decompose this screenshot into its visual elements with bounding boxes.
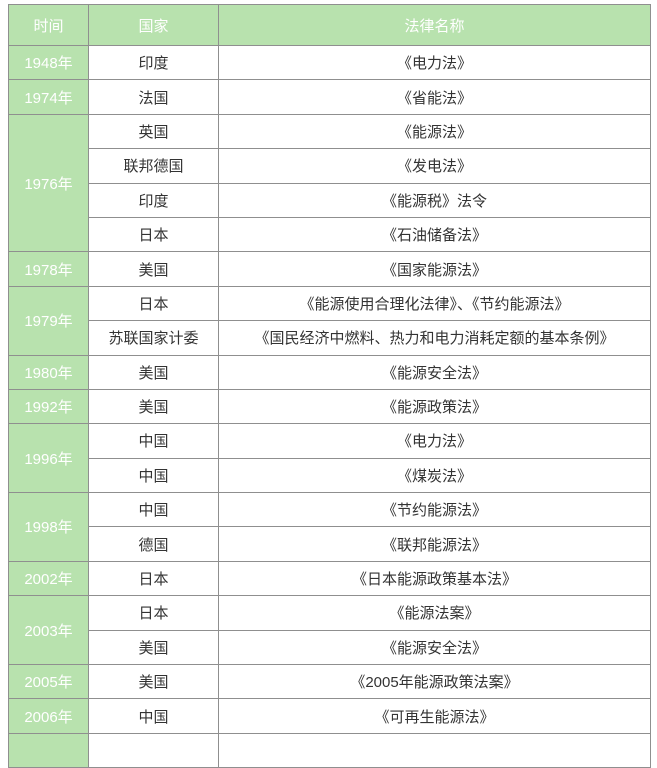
table-row: 2003年 日本 《能源法案》 — [8, 595, 651, 666]
country-cell: 德国 — [88, 526, 219, 562]
year-cell: 1992年 — [8, 388, 89, 425]
table-row: 美国 《能源安全法》 — [9, 629, 651, 666]
country-cell: 日本 — [88, 560, 219, 597]
country-cell: 印度 — [88, 182, 219, 218]
law-table-container: 时间 国家 法律名称 1948年 印度 《电力法》 1974年 法国 《省能法》 1976年… — [8, 4, 651, 768]
law-name-cell: 《石油储备法》 — [218, 216, 651, 253]
table-row: 中国 《煤炭法》 — [9, 457, 651, 494]
table-row: 苏联国家计委 《国民经济中燃料、热力和电力消耗定额的基本条例》 — [9, 320, 651, 356]
table-row: 1978年 美国 《国家能源法》 — [8, 251, 651, 287]
table-row: 1974年 法国 《省能法》 — [8, 79, 651, 115]
law-name-cell: 《2005年能源政策法案》 — [218, 664, 651, 700]
table-row: 1998年 中国 《节约能源法》 — [8, 492, 651, 562]
law-name-cell: 《可再生能源法》 — [218, 698, 651, 734]
table-row: 2006年 中国 《可再生能源法》 — [8, 698, 651, 734]
column-header-country: 国家 — [88, 4, 219, 46]
country-cell: 苏联国家计委 — [88, 320, 219, 356]
table-row: 1992年 美国 《能源政策法》 — [8, 388, 651, 425]
country-cell: 中国 — [88, 698, 219, 734]
table-row: 印度 《能源税》法令 — [9, 182, 651, 218]
country-cell: 中国 — [88, 423, 219, 459]
table-row: 1976年 英国 《能源法》 — [8, 113, 651, 253]
country-cell: 美国 — [88, 629, 219, 666]
year-cell — [8, 732, 89, 768]
law-name-cell: 《能源法案》 — [218, 595, 651, 631]
year-cell: 1974年 — [8, 79, 89, 115]
country-cell — [88, 732, 219, 768]
country-cell: 印度 — [88, 44, 219, 81]
column-header-time: 时间 — [8, 4, 89, 46]
law-name-cell: 《能源税》法令 — [218, 182, 651, 218]
table-row: 1996年 中国 《电力法》 — [8, 423, 651, 494]
law-name-cell: 《煤炭法》 — [218, 457, 651, 494]
country-cell: 日本 — [88, 285, 219, 322]
table-header-row: 时间 国家 法律名称 — [8, 4, 651, 46]
table-row: 1980年 美国 《能源安全法》 — [8, 354, 651, 390]
table-row: 德国 《联邦能源法》 — [9, 526, 651, 562]
table-row: 联邦德国 《发电法》 — [9, 148, 651, 184]
law-name-cell: 《能源安全法》 — [218, 629, 651, 666]
law-name-cell: 《联邦能源法》 — [218, 526, 651, 562]
year-cell: 1980年 — [8, 354, 89, 390]
country-cell: 美国 — [88, 664, 219, 700]
law-name-cell: 《国家能源法》 — [218, 251, 651, 287]
law-name-cell — [218, 732, 651, 768]
law-name-cell: 《国民经济中燃料、热力和电力消耗定额的基本条例》 — [218, 320, 651, 356]
law-name-cell: 《省能法》 — [218, 79, 651, 115]
law-name-cell: 《能源法》 — [218, 113, 651, 150]
table-row-partial — [8, 732, 651, 768]
law-name-cell: 《能源安全法》 — [218, 354, 651, 390]
column-header-law-name: 法律名称 — [218, 4, 651, 46]
law-name-cell: 《能源使用合理化法律》、《节约能源法》 — [218, 285, 651, 322]
year-cell: 2003年 — [8, 595, 89, 666]
table-row: 日本 《石油储备法》 — [9, 216, 651, 253]
country-cell: 英国 — [88, 113, 219, 150]
year-cell: 2005年 — [8, 664, 89, 700]
table-body: 1948年 印度 《电力法》 1974年 法国 《省能法》 1976年 英国 《能源法》 联邦德国… — [8, 44, 651, 768]
year-cell: 1948年 — [8, 44, 89, 81]
year-cell: 2006年 — [8, 698, 89, 734]
law-name-cell: 《电力法》 — [218, 423, 651, 459]
table-row: 2005年 美国 《2005年能源政策法案》 — [8, 664, 651, 700]
year-cell: 1976年 — [8, 113, 89, 253]
year-cell: 2002年 — [8, 560, 89, 597]
country-cell: 美国 — [88, 354, 219, 390]
country-cell: 日本 — [88, 216, 219, 253]
country-cell: 联邦德国 — [88, 148, 219, 184]
law-name-cell: 《发电法》 — [218, 148, 651, 184]
year-cell: 1978年 — [8, 251, 89, 287]
table-row: 1948年 印度 《电力法》 — [8, 44, 651, 81]
country-cell: 中国 — [88, 457, 219, 494]
country-cell: 美国 — [88, 251, 219, 287]
law-name-cell: 《能源政策法》 — [218, 388, 651, 425]
year-cell: 1996年 — [8, 423, 89, 494]
law-name-cell: 《电力法》 — [218, 44, 651, 81]
energy-law-table: 时间 国家 法律名称 1948年 印度 《电力法》 1974年 法国 《省能法》 1976年… — [8, 4, 651, 768]
year-cell: 1998年 — [8, 492, 89, 562]
country-cell: 美国 — [88, 388, 219, 425]
country-cell: 日本 — [88, 595, 219, 631]
table-row: 1979年 日本 《能源使用合理化法律》、《节约能源法》 — [8, 285, 651, 356]
country-cell: 法国 — [88, 79, 219, 115]
table-header: 时间 国家 法律名称 — [8, 4, 651, 46]
country-cell: 中国 — [88, 492, 219, 528]
table-row: 2002年 日本 《日本能源政策基本法》 — [8, 560, 651, 597]
law-name-cell: 《日本能源政策基本法》 — [218, 560, 651, 597]
year-cell: 1979年 — [8, 285, 89, 356]
law-name-cell: 《节约能源法》 — [218, 492, 651, 528]
